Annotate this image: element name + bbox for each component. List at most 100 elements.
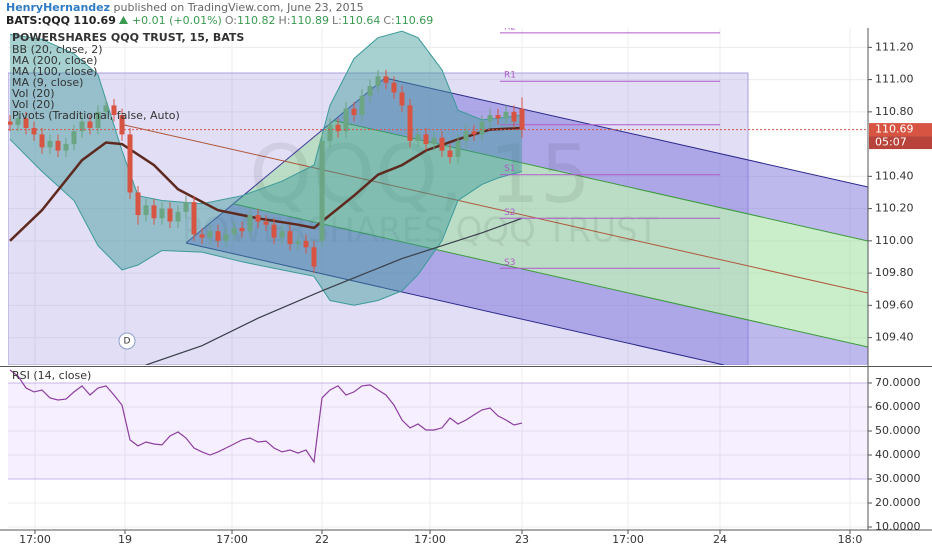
countdown: 05:07 [875,136,907,149]
candle-body [71,131,77,145]
candle-body [335,124,341,132]
y-tick-label: 20.0000 [875,496,921,509]
legend-entry: Vol (20) [12,87,55,100]
band-lower [9,138,523,306]
candle-body [511,111,517,122]
open-label: O: [224,14,237,27]
legend-entry: BB (20, close, 2) [12,43,103,56]
candle-body [447,150,453,157]
legend-entry: MA (100, close) [12,65,97,78]
close-label: C: [383,14,395,27]
candle-body [111,105,117,116]
candle-body [199,234,205,238]
candle-body [15,118,21,125]
candle-body [135,192,141,216]
candle-body [367,86,373,96]
x-tick-label: 18:0 [838,533,863,546]
y-tick-label: 40.0000 [875,448,921,461]
candle-body [391,82,397,93]
candle-body [263,221,269,225]
x-tick-label: 17:00 [612,533,644,546]
candle-body [487,115,493,122]
candle-body [359,95,365,116]
candle-body [255,215,261,222]
candle-body [127,134,133,193]
candle-body [8,121,13,125]
candle-body [303,240,309,248]
y-tick-label: 111.00 [875,73,914,86]
candle-body [239,227,245,232]
y-tick-label: 110.20 [875,202,914,215]
candle-body [159,208,165,219]
rsi-line [9,369,523,464]
candle-body [503,111,509,119]
x-tick-label: 22 [315,533,329,546]
fork-lower-line [185,242,725,365]
candle-body [471,131,477,135]
x-tick-label: 23 [515,533,529,546]
x-tick-label: 17:00 [414,533,446,546]
candle-body [463,131,469,141]
candle-body [431,137,437,145]
rsi-title: RSI (14, close) [12,369,91,382]
candle-body [407,105,413,141]
low: 110.64 [341,14,381,27]
up-arrow [119,16,129,24]
y-tick-label: 110.40 [875,169,914,182]
candle-body [23,118,29,128]
rsi-plot [8,369,868,480]
candle-body [343,108,349,132]
publish-line: HenryHernandez published on TradingView.… [6,1,364,14]
pivot-label: R1 [504,71,516,81]
y-tick-label: 109.40 [875,331,914,344]
symbol: BATS:QQQ [6,14,70,27]
countdown-box [869,136,932,150]
rsi-band [8,383,868,479]
candle-body [55,140,61,151]
pivot-label: S1 [504,164,515,174]
low-label: L: [331,14,342,27]
open: 110.82 [237,14,276,27]
author[interactable]: HenryHernandez [6,1,111,14]
candle-body [103,105,109,112]
candle-body [327,124,333,141]
candle-body [519,108,525,130]
plot: R2 R1 S1 S2 S3 [8,28,868,365]
candle-body [287,231,293,245]
candle-body [375,76,381,87]
y-tick-label: 110.00 [875,234,914,247]
candle-body [231,227,237,235]
band-fill [10,31,522,306]
last-price-label: 110.69 [875,123,914,136]
candle-body [215,231,221,241]
candle-body [399,92,405,106]
last: 110.69 [73,14,116,27]
candle-body [295,240,301,245]
candle-body [223,234,229,241]
candle-body [455,140,461,157]
candle-body [423,134,429,145]
pitchfork-drawing [8,72,868,365]
fork-middle-band [233,120,868,347]
legend-entry: MA (9, close) [12,76,83,89]
fork-green-upper [333,120,868,242]
last-price-box [869,123,932,137]
y-tick-label: 110.80 [875,105,914,118]
candle-body [167,208,173,222]
x-tick-label: 24 [713,533,727,546]
candle-body [191,202,197,235]
candle-body [151,205,157,219]
candle-body [63,144,69,151]
candle-body [143,205,149,216]
y-tick-label: 60.0000 [875,400,921,413]
fork-lower-band [186,203,868,365]
watermark-name: POWERSHARES QQQ TRUST [182,211,659,251]
change: +0.01 (+0.01%) [131,14,222,27]
fork-green-lower [233,203,868,348]
event-marker-label: D [124,337,131,347]
candle-body [175,211,181,222]
candle-body [479,121,485,135]
candle-body [47,140,53,148]
x-tick-label: 17:00 [216,533,248,546]
y-tick-label: 10.0000 [875,520,921,533]
